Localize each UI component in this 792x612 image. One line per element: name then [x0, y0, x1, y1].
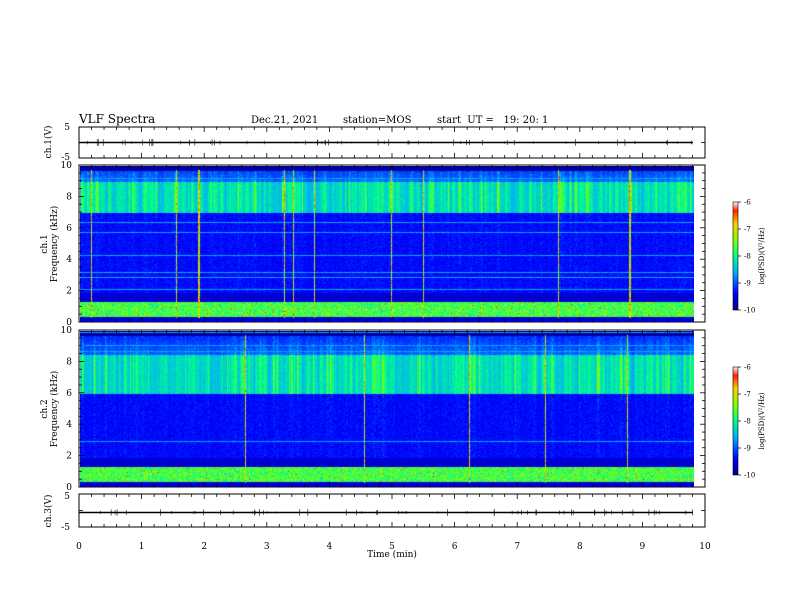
- colorbar-tick-label: -8: [744, 418, 751, 426]
- time-tick-label: 1: [139, 542, 145, 552]
- ch1-freq-ytick-label: 4: [66, 255, 72, 265]
- ch2-colorbar-scale: [732, 366, 739, 476]
- ch1-colorbar: -6 -7 -8 -9 -10 log(PSD)(V²/Hz): [732, 199, 766, 315]
- ch2-frequency-tick-labels: 0 2 4 6 8 10: [61, 326, 73, 493]
- ch2-colorbar-ticks: -6 -7 -8 -9 -10: [738, 364, 755, 480]
- time-tick-label: 7: [514, 542, 520, 552]
- station-label: station=MOS: [343, 115, 412, 126]
- ch1-colorbar-ticks: -6 -7 -8 -9 -10: [738, 199, 755, 315]
- ch1-spectrogram-panel: 0 2 4 6 8 10 ch.1 Frequency (kHz): [40, 161, 706, 328]
- time-tick-label: 3: [264, 542, 270, 552]
- time-tick-label: 8: [577, 542, 583, 552]
- ch3-waveform-ylabel: ch.3(V): [43, 495, 54, 528]
- ch1-ytick-bottom: -5: [61, 153, 70, 163]
- ch1-frequency-tick-labels: 0 2 4 6 8 10: [61, 161, 73, 328]
- time-tick-label: 6: [452, 542, 458, 552]
- time-axis-label: Time (min): [367, 549, 417, 560]
- time-tick-label: 2: [201, 542, 207, 552]
- ch2-frequency-ylabel: Frequency (kHz): [49, 371, 60, 448]
- ch1-waveform-panel: 5 -5 ch.1(V): [43, 123, 706, 163]
- date-label: Dec.21, 2021: [251, 115, 318, 126]
- ch2-colorbar: -6 -7 -8 -9 -10 log(PSD)(V²/Hz): [732, 364, 766, 480]
- ch2-colorbar-label: log(PSD)(V²/Hz): [758, 392, 766, 449]
- ch1-frequency-ylabel: Frequency (kHz): [49, 206, 60, 283]
- ch2-spectrogram-panel: 0 2 4 6 8 10 ch.2 Frequency (kHz): [40, 326, 706, 493]
- ch2-channel-label: ch.2: [40, 399, 50, 418]
- time-tick-label: 5: [389, 542, 395, 552]
- time-tick-label: 9: [640, 542, 646, 552]
- ch2-freq-ytick-label: 4: [66, 420, 72, 430]
- ch1-waveform-ticks: [78, 126, 706, 159]
- ch2-freq-ytick-label: 10: [61, 326, 73, 336]
- ch3-waveform-panel: 5 -5 ch.3(V): [43, 492, 706, 533]
- colorbar-tick-label: -9: [744, 280, 751, 288]
- ch1-ytick-top: 5: [64, 123, 70, 133]
- ch2-freq-ytick-label: 2: [66, 452, 72, 462]
- time-tick-label: 4: [327, 542, 333, 552]
- ch1-freq-ytick-label: 8: [66, 192, 72, 202]
- ch3-ytick-bottom: -5: [61, 523, 70, 533]
- ch3-ytick-top: 5: [64, 492, 70, 502]
- ch1-spectrogram-ticks: [78, 164, 706, 323]
- colorbar-tick-label: -10: [744, 472, 755, 480]
- colorbar-tick-label: -8: [744, 253, 751, 261]
- colorbar-tick-label: -10: [744, 307, 755, 315]
- ch2-freq-ytick-label: 8: [66, 357, 72, 367]
- ch1-freq-ytick-label: 2: [66, 287, 72, 297]
- colorbar-tick-label: -7: [744, 391, 751, 399]
- ch2-freq-ytick-label: 0: [66, 483, 72, 493]
- colorbar-tick-label: -6: [744, 364, 751, 372]
- time-tick-label: 10: [699, 542, 711, 552]
- ch1-colorbar-label: log(PSD)(V²/Hz): [758, 227, 766, 284]
- time-tick-label: 0: [76, 542, 82, 552]
- ch3-waveform-ticks: [78, 493, 706, 528]
- ch1-channel-label: ch.1: [40, 234, 50, 253]
- colorbar-tick-label: -6: [744, 199, 751, 207]
- ch1-waveform-ylabel: ch.1(V): [43, 126, 54, 159]
- ch1-colorbar-scale: [732, 201, 739, 311]
- ch1-freq-ytick-label: 10: [61, 161, 73, 171]
- colorbar-tick-label: -9: [744, 445, 751, 453]
- ch2-freq-ytick-label: 6: [66, 389, 72, 399]
- ch2-spectrogram-image: [80, 331, 694, 487]
- figure-title: VLF Spectra: [78, 112, 155, 126]
- start-time-label: start UT = 19: 20: 1: [437, 115, 548, 126]
- ch1-spectrogram-image: [80, 166, 694, 322]
- ch1-freq-ytick-label: 0: [66, 318, 72, 328]
- time-axis-tick-labels: 0 1 2 3 4 5 6 7 8 9 10: [76, 542, 711, 552]
- colorbar-tick-label: -7: [744, 226, 751, 234]
- ch1-freq-ytick-label: 6: [66, 224, 72, 234]
- ch2-spectrogram-ticks: [78, 329, 706, 488]
